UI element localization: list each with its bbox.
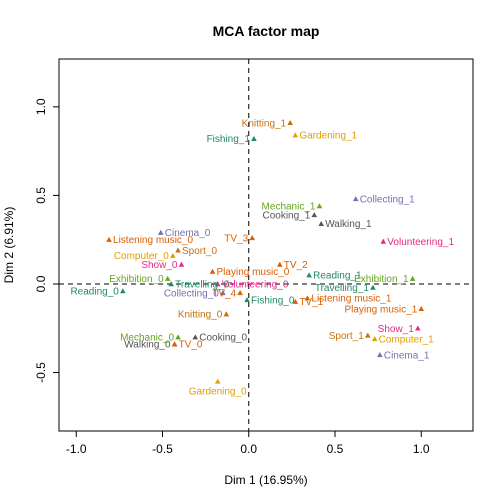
point-label: Mechanic_1	[262, 202, 316, 213]
point-marker	[311, 212, 318, 218]
point-label: Playing music_0	[217, 267, 290, 278]
point-label: Walking_1	[325, 219, 372, 230]
x-axis-label: Dim 1 (16.95%)	[224, 473, 307, 487]
point-label: TV_3	[224, 233, 248, 244]
point-marker	[352, 196, 359, 202]
point-label: Computer_0	[114, 251, 169, 262]
point-label: Reading_0	[70, 287, 119, 298]
point-marker	[370, 284, 376, 290]
point-label: Sport_1	[329, 331, 364, 342]
point-marker	[170, 252, 176, 258]
point-label: TV_1	[299, 297, 323, 308]
point-marker	[316, 203, 323, 209]
point-label: Listening music_0	[113, 235, 193, 246]
point-marker	[168, 281, 174, 287]
point-label: Exhibition_0	[109, 274, 164, 285]
point-label: Cooking_1	[262, 210, 310, 221]
point-label: Cooking_0	[199, 333, 247, 344]
point-label: Volunteering_1	[387, 237, 454, 248]
point-marker	[249, 235, 255, 241]
point-label: Knitting_0	[178, 310, 223, 321]
data-points	[106, 119, 425, 384]
point-marker	[175, 334, 181, 340]
point-marker	[175, 247, 181, 253]
point-marker	[371, 336, 378, 342]
point-label: Volunteering_0	[222, 279, 289, 290]
point-marker	[415, 325, 421, 331]
x-tick-label: -0.5	[152, 442, 173, 456]
point-marker	[106, 236, 112, 242]
point-marker	[157, 229, 164, 235]
point-marker	[292, 298, 299, 304]
x-tick-label: 1.0	[413, 442, 430, 456]
point-label: Gardening_0	[189, 386, 247, 397]
point-label: TV_4	[212, 288, 236, 299]
point-marker	[418, 305, 425, 312]
y-axis: -0.5 0.0 0.5 1.0	[34, 98, 59, 383]
point-marker	[209, 268, 216, 274]
point-marker	[409, 275, 416, 281]
point-label: Cinema_0	[165, 228, 211, 239]
point-marker	[277, 261, 283, 267]
point-marker	[304, 295, 311, 301]
point-marker	[164, 275, 171, 281]
point-label: Collecting_1	[360, 194, 415, 205]
point-label: Walking_0	[124, 340, 171, 351]
point-label: Listening music_1	[311, 294, 391, 305]
point-label: Reading_1	[313, 271, 362, 282]
point-label: Computer_1	[379, 334, 434, 345]
point-label: Cinema_1	[384, 350, 430, 361]
y-tick-label: -0.5	[34, 362, 48, 383]
point-label: Show_0	[141, 260, 178, 271]
x-tick-label: 0.0	[240, 442, 257, 456]
x-axis: -1.0 -0.5 0.0 0.5 1.0	[66, 431, 430, 456]
point-marker	[223, 311, 230, 317]
point-marker	[318, 220, 324, 226]
point-marker	[292, 132, 299, 138]
point-label: Mechanic_0	[120, 333, 174, 344]
point-marker	[178, 261, 185, 267]
point-label: Travelling_1	[315, 283, 370, 294]
y-axis-label: Dim 2 (6.91%)	[2, 207, 16, 284]
point-marker	[214, 281, 221, 287]
point-label: Travelling_0	[175, 279, 230, 290]
point-label: Show_1	[378, 324, 415, 335]
point-label: Exhibition_1	[354, 274, 409, 285]
y-tick-label: 0.0	[34, 275, 48, 292]
y-tick-label: 1.0	[34, 98, 48, 115]
point-marker	[251, 135, 257, 141]
point-label: Fishing_0	[251, 295, 295, 306]
point-marker	[237, 290, 243, 296]
point-label: Gardening_1	[299, 131, 357, 142]
chart-title: MCA factor map	[213, 23, 320, 39]
point-marker	[306, 272, 312, 278]
point-label: Knitting_1	[242, 118, 287, 129]
point-marker	[171, 341, 178, 347]
point-marker	[214, 378, 221, 384]
point-marker	[244, 297, 250, 303]
point-marker	[380, 238, 387, 244]
point-label: Sport_0	[182, 246, 217, 257]
y-tick-label: 0.5	[34, 187, 48, 204]
point-label: Playing music_1	[344, 304, 417, 315]
point-marker	[192, 334, 199, 340]
point-marker	[377, 352, 383, 358]
plot-frame	[58, 58, 474, 432]
point-label: Fishing_1	[207, 134, 251, 145]
x-tick-label: -1.0	[66, 442, 87, 456]
point-label: TV_2	[284, 260, 308, 271]
point-label: TV_0	[179, 340, 203, 351]
x-tick-label: 0.5	[327, 442, 344, 456]
point-marker	[287, 119, 293, 126]
point-marker	[220, 290, 226, 296]
point-label: Collecting_0	[164, 288, 219, 299]
point-marker	[120, 288, 126, 294]
point-labels: Knitting_1 Fishing_1 Gardening_1 Collecting…	[70, 118, 454, 397]
point-marker	[364, 332, 371, 338]
